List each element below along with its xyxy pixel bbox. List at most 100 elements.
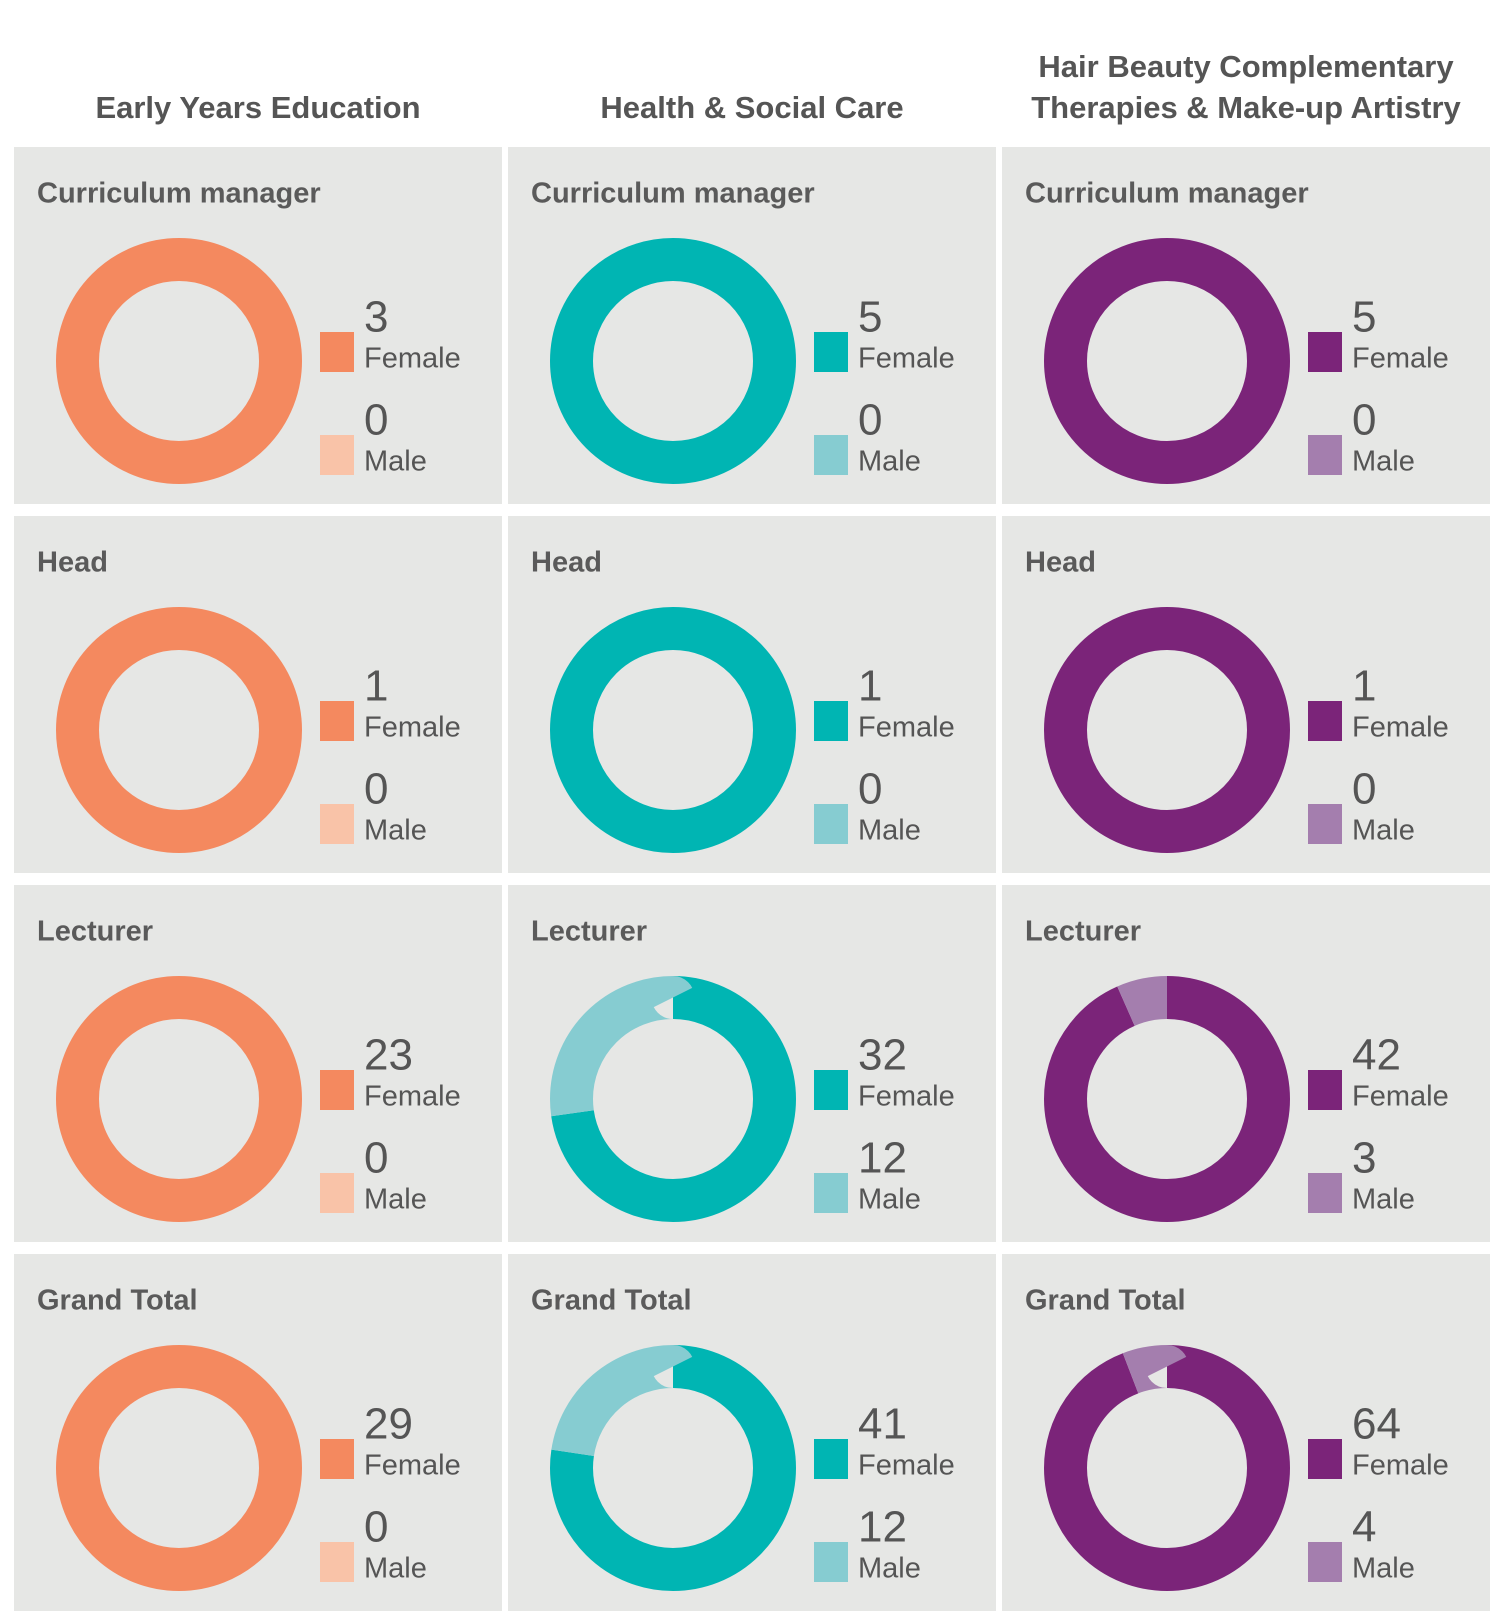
legend-label: Male	[1352, 1184, 1415, 1216]
donut-segment	[56, 1345, 302, 1591]
value-label: 12	[858, 1134, 907, 1183]
legend-swatch	[814, 1542, 848, 1582]
chart-title: Grand Total	[1025, 1285, 1186, 1317]
legend-label: Male	[364, 446, 427, 478]
legend-swatch	[1308, 804, 1342, 844]
value-label: 1	[364, 662, 388, 711]
donut-segment	[56, 607, 302, 853]
legend-label: Female	[364, 343, 461, 375]
chart-title: Head	[1025, 547, 1096, 579]
chart-title: Curriculum manager	[531, 178, 815, 210]
legend-label: Male	[1352, 1553, 1415, 1585]
legend-label: Male	[1352, 815, 1415, 847]
legend-swatch	[320, 1070, 354, 1110]
column-header-text: Health & Social Care	[600, 90, 904, 125]
value-label: 0	[364, 765, 388, 814]
legend-label: Male	[858, 1184, 921, 1216]
column-header-text: Hair Beauty Complementary Therapies & Ma…	[1031, 49, 1461, 125]
legend-swatch	[320, 1173, 354, 1213]
legend-label: Male	[858, 1553, 921, 1585]
legend-swatch	[814, 435, 848, 475]
legend-label: Female	[364, 712, 461, 744]
value-label: 0	[858, 765, 882, 814]
legend-label: Female	[858, 1081, 955, 1113]
legend-swatch	[814, 804, 848, 844]
legend-label: Female	[858, 1450, 955, 1482]
value-label: 42	[1352, 1031, 1401, 1080]
value-label: 1	[1352, 662, 1376, 711]
value-label: 29	[364, 1400, 413, 1449]
chart-title: Lecturer	[1025, 916, 1141, 948]
value-label: 0	[1352, 765, 1376, 814]
donut-segment	[550, 238, 796, 484]
legend-swatch	[1308, 435, 1342, 475]
value-label: 0	[364, 1503, 388, 1552]
legend-swatch	[1308, 701, 1342, 741]
legend-swatch	[320, 804, 354, 844]
chart-title: Lecturer	[531, 916, 647, 948]
value-label: 32	[858, 1031, 907, 1080]
legend-swatch	[814, 1439, 848, 1479]
legend-label: Male	[364, 1553, 427, 1585]
value-label: 0	[364, 396, 388, 445]
legend-label: Male	[858, 446, 921, 478]
value-label: 1	[858, 662, 882, 711]
value-label: 5	[1352, 293, 1376, 342]
donut-segment	[550, 607, 796, 853]
chart-title: Curriculum manager	[37, 178, 321, 210]
value-label: 4	[1352, 1503, 1376, 1552]
value-label: 0	[1352, 396, 1376, 445]
value-label: 23	[364, 1031, 413, 1080]
legend-swatch	[1308, 1173, 1342, 1213]
donut-segment	[550, 976, 796, 1222]
donut-segment	[1044, 607, 1290, 853]
donut-segment	[1044, 238, 1290, 484]
column-header: Early Years Education	[14, 0, 502, 140]
legend-swatch	[320, 332, 354, 372]
value-label: 5	[858, 293, 882, 342]
value-label: 41	[858, 1400, 907, 1449]
value-label: 12	[858, 1503, 907, 1552]
legend-swatch	[814, 701, 848, 741]
legend-swatch	[320, 1439, 354, 1479]
legend-swatch	[814, 332, 848, 372]
legend-label: Female	[858, 343, 955, 375]
legend-swatch	[1308, 1542, 1342, 1582]
value-label: 64	[1352, 1400, 1401, 1449]
column-header: Health & Social Care	[508, 0, 996, 140]
legend-swatch	[814, 1173, 848, 1213]
donut-segment	[56, 976, 302, 1222]
legend-label: Female	[1352, 1450, 1449, 1482]
legend-swatch	[320, 701, 354, 741]
donut-segment	[1044, 976, 1290, 1222]
value-label: 3	[364, 293, 388, 342]
donut-segment	[550, 1345, 796, 1591]
legend-swatch	[1308, 1070, 1342, 1110]
chart-title: Grand Total	[37, 1285, 198, 1317]
column-header: Hair Beauty Complementary Therapies & Ma…	[1002, 0, 1490, 140]
legend-label: Female	[1352, 712, 1449, 744]
value-label: 0	[364, 1134, 388, 1183]
chart-title: Head	[37, 547, 108, 579]
legend-swatch	[320, 1542, 354, 1582]
value-label: 3	[1352, 1134, 1376, 1183]
legend-swatch	[814, 1070, 848, 1110]
legend-label: Female	[1352, 1081, 1449, 1113]
legend-label: Female	[364, 1450, 461, 1482]
legend-swatch	[320, 435, 354, 475]
chart-title: Lecturer	[37, 916, 153, 948]
chart-title: Curriculum manager	[1025, 178, 1309, 210]
legend-label: Male	[858, 815, 921, 847]
legend-label: Male	[364, 1184, 427, 1216]
